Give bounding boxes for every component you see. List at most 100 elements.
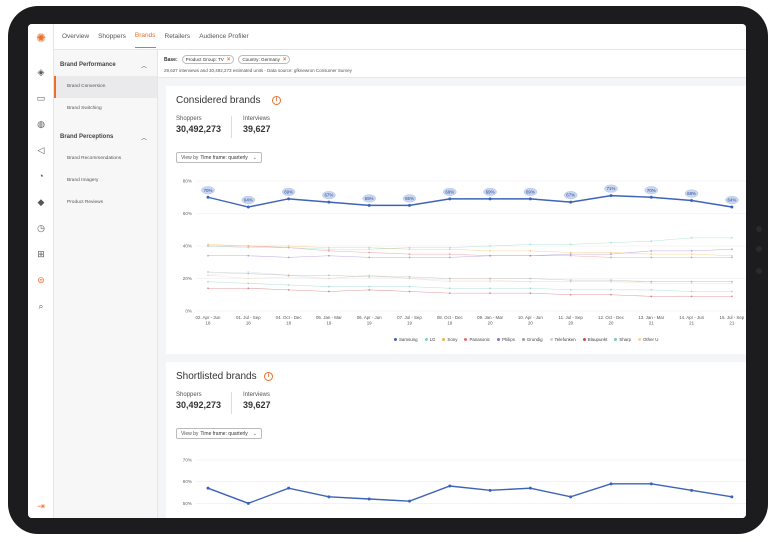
data-point: [690, 290, 693, 293]
data-point: [489, 292, 491, 295]
data-point: [690, 280, 693, 283]
view-by-select[interactable]: View by Time frame: quarterly ⌄: [176, 152, 262, 163]
view-by-select[interactable]: View by Time frame: quarterly ⌄: [176, 428, 262, 439]
sidebar-item-brand-conversion[interactable]: Brand Conversion: [54, 76, 157, 98]
data-point: [327, 285, 330, 288]
data-point: [489, 249, 491, 252]
data-point: [448, 280, 451, 283]
legend-label: LG: [429, 337, 436, 342]
app-logo-icon[interactable]: ✺: [35, 31, 47, 45]
tab-shoppers[interactable]: Shoppers: [98, 32, 126, 40]
y-tick-label: 70%: [183, 458, 192, 463]
legend-item[interactable]: Philips: [496, 337, 515, 342]
gauge-icon[interactable]: ◷: [37, 222, 45, 233]
data-point: [730, 205, 734, 209]
data-point: [247, 277, 250, 280]
x-tick-label: 20: [528, 321, 533, 326]
close-icon[interactable]: ×: [282, 56, 287, 63]
monitor-icon[interactable]: ▭: [36, 92, 46, 103]
logout-icon[interactable]: ⇥: [37, 500, 45, 511]
data-point: [448, 277, 451, 280]
divider: [231, 392, 232, 414]
legend-item[interactable]: LG: [424, 337, 436, 342]
tab-audience-profiler[interactable]: Audience Profiler: [199, 32, 249, 40]
data-point: [408, 253, 411, 256]
x-tick-label: 20: [609, 321, 614, 326]
data-point: [569, 293, 572, 296]
tag-icon[interactable]: ◈: [37, 66, 45, 77]
legend-item[interactable]: Sharp: [614, 337, 631, 342]
sidebar-item-brand-switching[interactable]: Brand Switching: [67, 106, 102, 111]
filter-chip-product-group[interactable]: Product Group: TV ×: [181, 55, 235, 64]
x-tick-label: 06. Apr - Jun: [357, 315, 382, 320]
data-point: [327, 495, 331, 499]
tab-retailers[interactable]: Retailers: [164, 32, 191, 40]
sidebar-item-brand-imagery[interactable]: Brand Imagery: [67, 178, 99, 183]
legend-item[interactable]: Blaupunkt: [582, 337, 607, 342]
search-icon[interactable]: ⌕: [38, 300, 44, 311]
chevron-up-icon[interactable]: ︿: [140, 64, 147, 70]
data-point: [247, 246, 250, 249]
x-tick-label: 18: [206, 321, 211, 326]
data-point: [650, 288, 653, 291]
data-label-badge: [563, 191, 578, 200]
data-point: [569, 200, 573, 204]
data-point: [610, 293, 612, 296]
megaphone-icon[interactable]: ◁: [37, 144, 45, 155]
filter-chip-country[interactable]: Country: Germany ×: [238, 55, 291, 64]
brands-icon[interactable]: ⊜: [37, 274, 45, 285]
card-title: Considered brands: [176, 95, 261, 106]
data-point: [650, 295, 653, 298]
close-icon[interactable]: ×: [226, 56, 231, 63]
legend-item[interactable]: Grundig: [521, 337, 543, 342]
info-icon[interactable]: i: [264, 372, 273, 381]
shoppers-stat: Shoppers 30,492,273: [176, 116, 221, 134]
divider: [231, 116, 232, 138]
chevron-up-icon[interactable]: ︿: [140, 136, 147, 142]
data-point: [569, 280, 572, 283]
data-point: [730, 280, 733, 283]
data-label: 65%: [405, 196, 414, 201]
legend-item[interactable]: Telefunken: [549, 337, 576, 342]
data-point: [207, 280, 209, 283]
sidebar-item-brand-recommendations[interactable]: Brand Recommendations: [67, 156, 122, 161]
diamond-icon[interactable]: ◆: [37, 196, 45, 207]
data-point: [609, 482, 613, 486]
legend-item[interactable]: Other U: [638, 337, 658, 342]
data-point: [207, 245, 209, 247]
data-point: [287, 197, 291, 201]
data-point: [327, 200, 331, 204]
data-point: [327, 249, 330, 252]
camera-dot: [756, 268, 762, 274]
data-point: [730, 290, 733, 293]
sidebar-item-product-reviews[interactable]: Product Reviews: [67, 200, 103, 205]
data-point: [690, 295, 693, 298]
data-point: [690, 282, 693, 285]
data-point: [690, 256, 693, 259]
pin-icon[interactable]: ◔: [38, 171, 44, 181]
tab-brands[interactable]: Brands: [134, 25, 156, 48]
globe-icon[interactable]: ◍: [37, 118, 45, 129]
info-icon[interactable]: i: [272, 96, 281, 105]
legend-item[interactable]: Samsung: [394, 337, 418, 342]
data-point: [569, 251, 572, 254]
data-point: [489, 287, 491, 290]
legend-item[interactable]: Sony: [442, 337, 457, 342]
data-point: [368, 251, 371, 254]
top-navigation: Overview Shoppers Brands Retailers Audie…: [54, 24, 746, 50]
data-point: [730, 282, 733, 285]
x-tick-label: 18: [286, 321, 291, 326]
data-label: 67%: [324, 193, 333, 198]
sidebar-section-brand-performance[interactable]: Brand Performance ︿: [54, 56, 157, 76]
tablet-frame: ✺ ◈ ▭ ◍ ◁ ◔ ◆ ◷ ⊞ ⊜ ⌕ ⇥ Overview Shopper…: [8, 6, 768, 534]
legend-label: Grundig: [526, 337, 543, 342]
data-point: [529, 292, 532, 295]
data-point: [488, 488, 492, 492]
data-point: [730, 248, 733, 251]
data-point: [408, 275, 411, 278]
legend-item[interactable]: Panasonic: [464, 337, 490, 342]
sidebar-section-brand-perceptions[interactable]: Brand Perceptions ︿: [54, 128, 157, 148]
cart-icon[interactable]: ⊞: [37, 248, 45, 259]
tab-overview[interactable]: Overview: [62, 32, 90, 40]
x-tick-label: 19: [447, 321, 452, 326]
